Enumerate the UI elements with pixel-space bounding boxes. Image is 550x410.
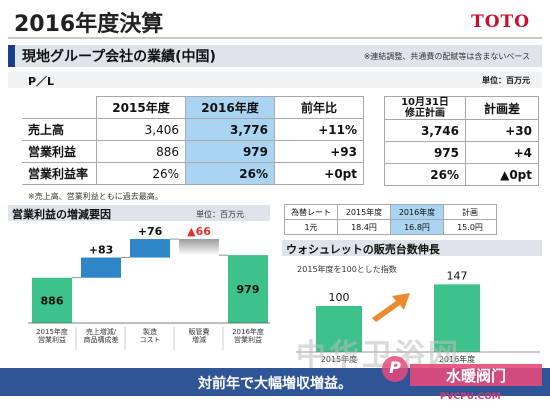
section-note: ※連結調整、共通費の配賦等は含まないベース <box>363 52 530 61</box>
cell-yoy: +93 <box>274 140 364 163</box>
washlet-value-label: 100 <box>329 291 350 304</box>
col-2015: 2015年度 <box>96 96 186 119</box>
waterfall-bar <box>130 239 170 258</box>
washlet-bar <box>434 284 480 352</box>
waterfall-value-label: +76 <box>138 225 163 238</box>
cell-2016: 3,776 <box>185 118 275 141</box>
waterfall-value-label: 979 <box>237 283 260 296</box>
section-accent-bar <box>8 45 15 67</box>
watermark-logo <box>382 356 408 382</box>
growth-arrow-icon <box>372 293 410 322</box>
col-plan: 10月31日 修正計画 <box>384 96 466 120</box>
table-row: 975 +4 <box>384 141 539 164</box>
pl-band <box>8 72 542 88</box>
table-row: 売上高 3,406 3,776 +11% <box>22 118 364 141</box>
pl-table: 2015年度 2016年度 前年比 売上高 3,406 3,776 +11% 営… <box>22 96 364 185</box>
pl-unit: 単位：百万元 <box>482 76 530 85</box>
table-header-row: 2015年度 2016年度 前年比 <box>22 96 364 119</box>
watermark-logo-letter: P <box>389 358 401 377</box>
waterfall-header <box>8 205 270 221</box>
section-title: 現地グループ会社の業績(中国) <box>22 49 216 65</box>
fx-cell: 18.4円 <box>337 219 391 235</box>
waterfall-category-label: 販管費増減 <box>189 327 210 344</box>
waterfall-title: 営業利益の増減要因 <box>12 208 111 221</box>
waterfall-bar <box>81 257 121 278</box>
washlet-category-label: 2016年度 <box>439 354 475 364</box>
col-diff: 計画差 <box>465 96 539 120</box>
cell-diff: ▲0pt <box>465 163 539 186</box>
washlet-category-label: 2015年度 <box>321 354 357 364</box>
table-header-row: 10月31日 修正計画 計画差 <box>384 96 539 120</box>
washlet-value-label: 147 <box>447 269 468 282</box>
cell-diff: +4 <box>465 141 539 164</box>
washlet-bar <box>316 306 362 352</box>
toto-logo: TOTO <box>471 12 530 32</box>
cell-plan: 26% <box>384 163 466 186</box>
watermark-url: PVCPU.COM <box>440 392 501 402</box>
cell-2015: 26% <box>96 162 186 185</box>
waterfall-category-label: 売上増減/商品構成差 <box>84 327 119 344</box>
fx-table: 為替レート 2015年度 2016年度 計画 1元 18.4円 16.8円 15… <box>284 204 497 235</box>
fx-cell: 1元 <box>284 219 338 235</box>
row-label: 営業利益率 <box>22 162 97 185</box>
washlet-title: ウォシュレットの販売台数伸長 <box>286 243 440 256</box>
waterfall-category-label: 2015年度営業利益 <box>36 327 68 344</box>
pl-label: P／L <box>28 75 55 88</box>
cell-diff: +30 <box>465 119 539 142</box>
col-yoy: 前年比 <box>274 96 364 119</box>
washlet-header <box>282 240 542 256</box>
summary-banner-text: 対前年で大幅増収増益。 <box>198 376 352 392</box>
cell-yoy: +0pt <box>274 162 364 185</box>
table-row: 3,746 +30 <box>384 119 539 142</box>
fx-cell: 16.8円 <box>390 219 444 235</box>
waterfall-chart: 886 2015年度営業利益 +83 売上増減/商品構成差 +76 製造コスト ▲66 販管費… <box>28 225 270 350</box>
watermark-badge <box>410 364 542 386</box>
waterfall-value-label: ▲66 <box>187 225 211 238</box>
header-divider <box>8 37 542 39</box>
table-row: 1元 18.4円 16.8円 15.0円 <box>284 219 497 235</box>
cell-2015: 886 <box>96 140 186 163</box>
row-label: 営業利益 <box>22 140 97 163</box>
washlet-note: 2015年度を100とした指数 <box>297 264 397 274</box>
washlet-chart: 2015年度を100とした指数 100 2015年度 147 2016年度 <box>296 264 540 364</box>
table-row: 営業利益 886 979 +93 <box>22 140 364 163</box>
watermark-badge-text: 水暖阀门 <box>445 367 506 385</box>
waterfall-bar <box>32 277 72 323</box>
table-row: 営業利益率 26% 26% +0pt <box>22 162 364 185</box>
waterfall-bar <box>228 255 268 323</box>
fx-cell: 15.0円 <box>443 219 497 235</box>
plan-table: 10月31日 修正計画 計画差 3,746 +30 975 +4 26% ▲0p… <box>384 96 539 186</box>
waterfall-category-label: 製造コスト <box>140 327 161 344</box>
cell-2016: 26% <box>185 162 275 185</box>
table-row: 26% ▲0pt <box>384 163 539 186</box>
waterfall-value-label: +83 <box>89 244 114 257</box>
waterfall-bar <box>179 239 219 256</box>
pl-footnote: ※売上高、営業利益ともに過去最高。 <box>28 192 163 201</box>
waterfall-category-label: 2016年度営業利益 <box>232 327 264 344</box>
waterfall-unit: 単位：百万元 <box>196 210 244 219</box>
section-header <box>8 45 542 67</box>
waterfall-value-label: 886 <box>41 294 64 307</box>
page-title: 2016年度決算 <box>14 12 164 37</box>
